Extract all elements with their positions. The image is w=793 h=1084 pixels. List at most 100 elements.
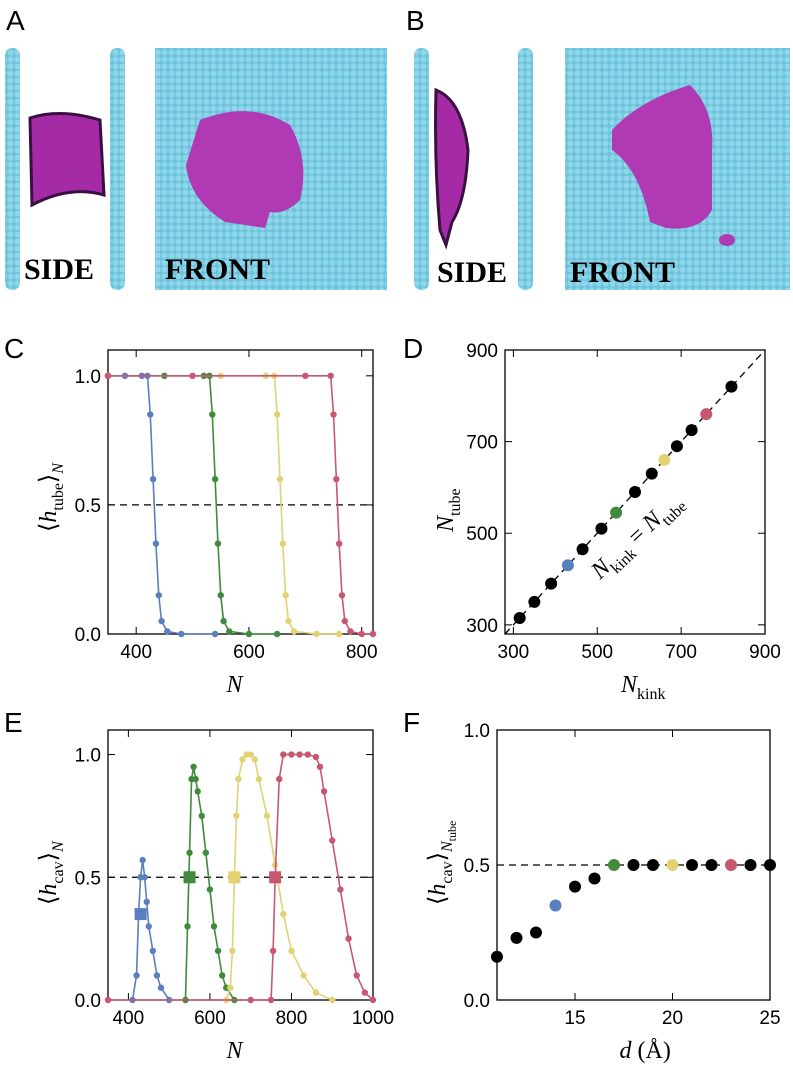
data-point: [255, 775, 263, 783]
data-point: [369, 996, 377, 1004]
data-point: [235, 775, 242, 783]
label-part: ⟨: [36, 896, 62, 905]
data-point: [104, 996, 112, 1004]
label-part: tube: [445, 821, 459, 842]
y-tick-label: 500: [466, 524, 498, 545]
label-part: N: [620, 672, 639, 698]
label-part: tube: [447, 488, 464, 516]
data-point: [158, 617, 165, 625]
data-point: [513, 611, 526, 624]
y-tick-label: 1.0: [75, 367, 101, 388]
data-point: [725, 380, 738, 393]
image-b: SIDE FRONT: [414, 48, 790, 290]
y-tick-label: 0.5: [75, 496, 101, 517]
label-part: N: [50, 840, 67, 853]
data-point: [280, 751, 287, 758]
data-point: [329, 837, 336, 844]
data-point: [316, 763, 324, 771]
data-point: [141, 874, 148, 881]
data-point: [510, 931, 523, 944]
data-point: [608, 859, 620, 871]
annotation: Nkink=Ntube: [586, 488, 691, 589]
y-tick-label: 0.0: [75, 991, 101, 1012]
data-point: [725, 859, 737, 871]
x-axis-label: N: [226, 672, 245, 698]
x-tick-label: 900: [749, 642, 781, 663]
y-tick-label: 0.5: [464, 856, 490, 877]
data-point: [369, 630, 377, 638]
data-point: [610, 506, 623, 519]
panel-letter: C: [4, 333, 24, 364]
data-point: [190, 763, 197, 771]
x-tick-label: 25: [759, 1008, 780, 1029]
data-point: [361, 989, 369, 996]
label-part: h: [36, 884, 62, 896]
y-tick-label: 300: [466, 616, 498, 637]
data-point: [764, 859, 776, 871]
data-point: [337, 886, 344, 893]
data-point: [104, 372, 112, 380]
data-point: [282, 592, 289, 599]
data-point: [333, 475, 340, 483]
label-part: N: [226, 1038, 245, 1064]
data-point: [263, 812, 271, 820]
label-part: ⟩: [36, 852, 62, 861]
data-point: [290, 628, 298, 635]
data-point: [251, 756, 258, 763]
data-point: [211, 475, 219, 483]
data-point: [686, 859, 698, 871]
data-point: [153, 972, 161, 979]
data-point: [269, 947, 277, 955]
data-point: [149, 947, 157, 955]
data-point: [330, 411, 337, 418]
x-tick-label: 600: [194, 1008, 226, 1029]
label-part: ⟩: [425, 852, 451, 861]
data-point: [155, 592, 162, 599]
data-point: [629, 486, 641, 498]
square-marker: [228, 871, 241, 884]
data-point: [312, 753, 320, 761]
series-line: [184, 766, 236, 1001]
x-tick-label: 400: [113, 1008, 145, 1029]
x-tick-label: 400: [120, 642, 152, 663]
data-point: [273, 630, 281, 638]
data-point: [147, 411, 154, 418]
data-point: [164, 628, 171, 635]
y-axis-label: Ntube: [433, 488, 464, 533]
square-marker: [134, 908, 147, 921]
data-point: [296, 751, 303, 758]
panel-letter: B: [406, 5, 425, 36]
data-point: [139, 856, 146, 864]
data-point: [491, 950, 503, 963]
x-tick-label: 800: [276, 1008, 308, 1029]
label-part: ⟩: [36, 474, 62, 483]
y-tick-label: 0.5: [75, 868, 101, 889]
data-point: [685, 424, 698, 437]
data-point: [245, 630, 253, 638]
data-point: [358, 630, 365, 638]
label-part: h: [425, 884, 451, 896]
data-point: [280, 910, 287, 918]
label-part: (Å): [638, 1038, 671, 1064]
series-line: [131, 859, 170, 1001]
data-point: [327, 372, 334, 380]
x-tick-label: 600: [233, 642, 265, 663]
data-point: [700, 408, 713, 421]
data-point: [247, 751, 254, 758]
label-part: d: [620, 1038, 633, 1064]
x-axis-label: N: [226, 1038, 245, 1064]
data-point: [220, 617, 227, 625]
y-tick-label: 900: [466, 341, 498, 362]
data-point: [186, 849, 193, 856]
data-point: [561, 559, 574, 572]
wall: [518, 48, 533, 290]
data-point: [304, 751, 311, 758]
data-point: [143, 898, 150, 906]
data-point: [576, 543, 589, 556]
label-part: ⟨: [36, 523, 62, 532]
image-label: SIDE: [437, 256, 507, 289]
x-tick-label: 700: [665, 642, 697, 663]
data-point: [588, 872, 601, 885]
data-point: [341, 617, 349, 625]
image-label: FRONT: [570, 256, 675, 289]
